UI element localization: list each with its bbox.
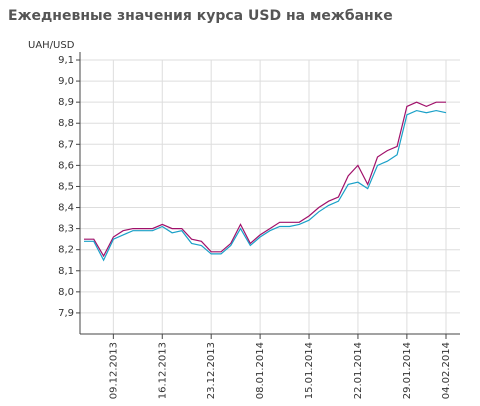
y-tick-label: 8,7 [58, 139, 74, 150]
y-tick-label: 8,5 [58, 181, 74, 192]
x-tick-label: 29.01.2014 [402, 342, 413, 399]
y-tick-label: 8,6 [58, 160, 74, 171]
y-tick-label: 8,0 [58, 287, 74, 298]
y-tick-label: 8,9 [58, 97, 74, 108]
x-tick-label: 04.02.2014 [441, 342, 452, 399]
series-line-2 [84, 109, 447, 262]
x-tick-label: 23.12.2013 [206, 342, 217, 399]
x-tick-label: 09.12.2013 [108, 342, 119, 399]
y-tick-label: 8,1 [58, 266, 74, 277]
y-axis-label: UAH/USD [28, 40, 75, 51]
chart-title: Ежедневные значения курса USD на межбанк… [8, 8, 393, 24]
x-tick-label: 15.01.2014 [304, 342, 315, 399]
x-tick-label: 08.01.2014 [255, 342, 266, 399]
y-tick-label: 8,8 [58, 118, 74, 129]
y-tick-label: 9,1 [58, 55, 74, 66]
y-tick-label: 7,9 [58, 308, 74, 319]
series-line-1 [84, 101, 446, 258]
x-tick-label: 22.01.2014 [353, 342, 364, 399]
y-tick-label: 8,3 [58, 224, 74, 235]
y-tick-label: 9,0 [58, 76, 74, 87]
y-tick-label: 8,2 [58, 245, 74, 256]
y-tick-label: 8,4 [58, 203, 74, 214]
x-tick-label: 16.12.2013 [157, 342, 168, 399]
